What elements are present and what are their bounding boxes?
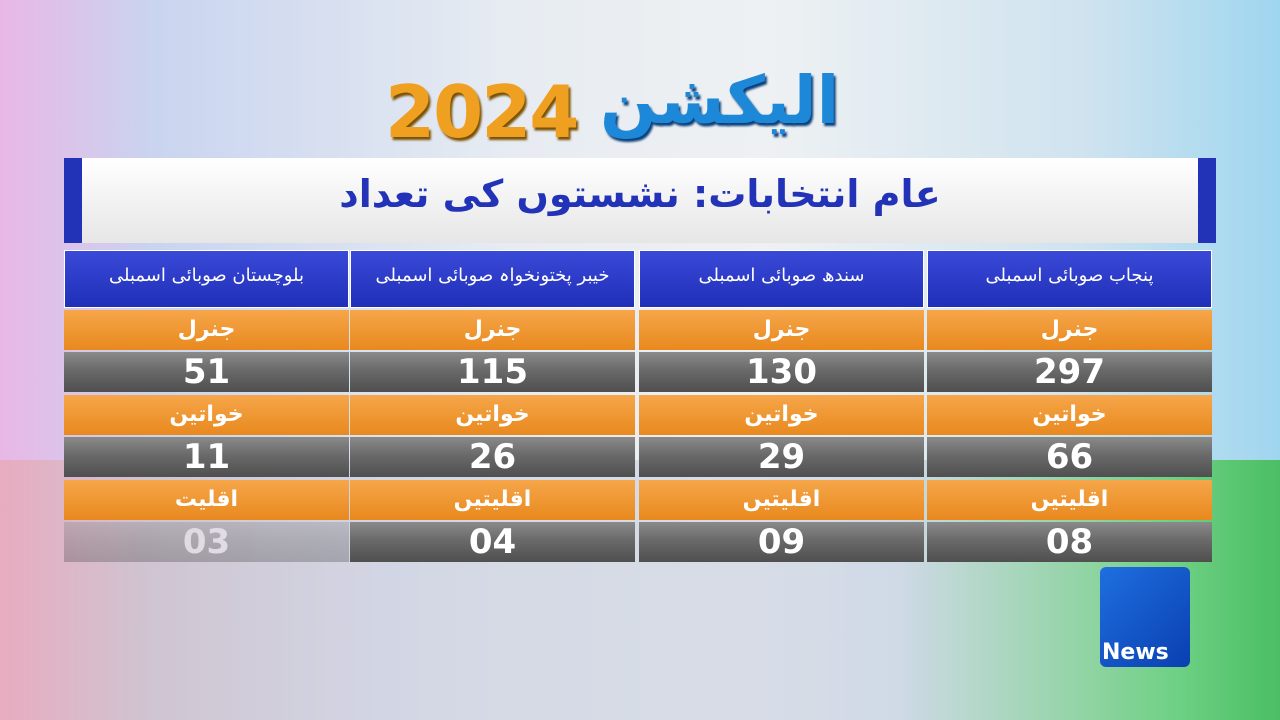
seat-count: 51: [64, 352, 349, 392]
seat-count: 115: [350, 352, 635, 392]
row-label: اقلیت: [64, 480, 349, 520]
column-header: بلوچستان صوبائی اسمبلی: [64, 250, 349, 308]
row-label: خواتین: [927, 395, 1212, 435]
column-header: خیبر پختونخواہ صوبائی اسمبلی: [350, 250, 635, 308]
row-label: اقلیتیں: [350, 480, 635, 520]
row-label: خواتین: [64, 395, 349, 435]
row-label: جنرل: [350, 310, 635, 350]
seat-count: 26: [350, 437, 635, 477]
seat-count: 29: [639, 437, 924, 477]
seat-count: 297: [927, 352, 1212, 392]
row-label: جنرل: [927, 310, 1212, 350]
logo-year: 2024: [385, 70, 579, 154]
row-label: اقلیتیں: [927, 480, 1212, 520]
seat-count: 08: [927, 522, 1212, 562]
title-bar: عام انتخابات: نشستوں کی تعداد: [64, 158, 1216, 243]
logo-word: الیکشن: [600, 62, 840, 139]
channel-logo: News: [1100, 567, 1190, 667]
row-label: خواتین: [639, 395, 924, 435]
seat-count: 130: [639, 352, 924, 392]
row-label: خواتین: [350, 395, 635, 435]
channel-name: News: [1102, 640, 1169, 665]
seat-count: 09: [639, 522, 924, 562]
seat-count: 66: [927, 437, 1212, 477]
row-label: جنرل: [64, 310, 349, 350]
seat-count: 03: [64, 522, 349, 562]
column-header: پنجاب صوبائی اسمبلی: [927, 250, 1212, 308]
row-label: جنرل: [639, 310, 924, 350]
seat-count: 11: [64, 437, 349, 477]
title: عام انتخابات: نشستوں کی تعداد: [339, 172, 941, 216]
row-label: اقلیتیں: [639, 480, 924, 520]
seat-count: 04: [350, 522, 635, 562]
column-header: سندھ صوبائی اسمبلی: [639, 250, 924, 308]
